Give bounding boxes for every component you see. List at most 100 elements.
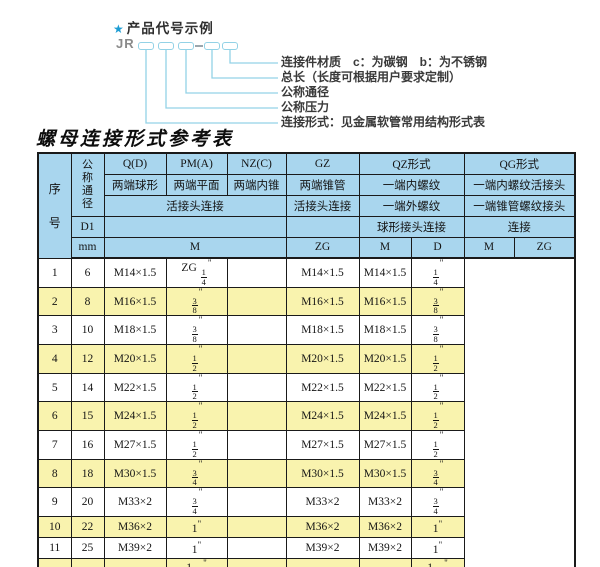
row-dn: 22 — [70, 516, 105, 539]
cell-qz-m — [226, 558, 287, 567]
cell-m: M14×1.5 — [103, 257, 167, 288]
cell-gz: 3 8 " — [165, 286, 228, 317]
row-no: 12 — [37, 558, 72, 567]
cell-qg-zg: 3 4 " — [410, 458, 465, 489]
cell-qg-m: M16×1.5 — [358, 286, 412, 317]
col-header-code-qg: QG形式 — [463, 152, 576, 175]
diagram-title: ★ 产品代号示例 — [113, 17, 214, 37]
col-header-seq: 序 号 — [37, 152, 72, 259]
cell-qz-d: M24×1.5 — [285, 401, 360, 432]
star-icon: ★ — [113, 22, 125, 36]
cell-m: M24×1.5 — [103, 401, 167, 432]
table-title: 螺母连接形式参考表 — [36, 129, 235, 150]
cell-gz: 1 2 " — [165, 372, 228, 403]
cell-gz: 1 2 " — [165, 430, 228, 460]
cell-m: M20×1.5 — [103, 344, 167, 374]
code-box-3 — [178, 42, 194, 50]
row-dn: 12 — [70, 344, 105, 374]
cell-m: M33×2 — [103, 487, 167, 518]
cell-gz: ZG 1 4 " — [165, 257, 228, 288]
header-union-conn: 活接头连接 — [103, 194, 287, 217]
header-unit-mm: mm — [70, 236, 105, 259]
cell-qz-m — [226, 516, 287, 539]
cell-qz-m — [226, 430, 287, 460]
header-unit-qg-m: M — [463, 236, 515, 259]
header-blank-gz — [285, 215, 360, 238]
table-row: 7 16 M27×1.5 1 2 " M27×1.5 M27×1.5 1 2 " — [37, 430, 575, 460]
row-no: 8 — [37, 458, 72, 489]
row-no: 5 — [37, 372, 72, 403]
cell-qg-m: M36×2 — [358, 516, 412, 539]
code-box-4 — [204, 42, 220, 50]
cell-gz: 1" — [165, 516, 228, 539]
callout-connection-form: 连接形式：见金属软管常用结构形式表 — [281, 115, 486, 129]
header-connect-qg: 连接 — [463, 215, 576, 238]
cell-gz: 3 4 " — [165, 487, 228, 518]
cell-qg-m: M20×1.5 — [358, 344, 412, 374]
table-row: 10 22 M36×2 1" M36×2 M36×2 1" — [37, 516, 575, 539]
cell-qz-m — [226, 487, 287, 518]
code-box-2 — [158, 42, 174, 50]
cell-qg-zg: 1 2 " — [410, 372, 465, 403]
cell-qg-zg: 1" — [410, 537, 465, 560]
cell-qg-m: M39×2 — [358, 537, 412, 560]
table-row: 5 14 M22×1.5 1 2 " M22×1.5 M22×1.5 1 2 " — [37, 372, 575, 403]
header-ends-qd: 两端球形 — [103, 173, 167, 196]
header-blank-qpn — [103, 215, 287, 238]
col-header-dn: 公 称 通 径 — [70, 152, 105, 217]
cell-qz-d: M18×1.5 — [285, 315, 360, 346]
col-header-code-pma: PM(A) — [165, 152, 228, 175]
cell-m: M30×1.5 — [103, 458, 167, 489]
row-no: 7 — [37, 430, 72, 460]
cell-qz-d: M45×2 — [285, 558, 360, 567]
cell-qg-m: M18×1.5 — [358, 315, 412, 346]
row-no: 9 — [37, 487, 72, 518]
cell-qz-m — [226, 458, 287, 489]
cell-m: M36×2 — [103, 516, 167, 539]
cell-qg-zg: 3 8 " — [410, 286, 465, 317]
cell-qz-m — [226, 257, 287, 288]
cell-qg-m: M27×1.5 — [358, 430, 412, 460]
header-d1: D1 — [70, 215, 105, 238]
callout-material: 连接件材质 c：为碳钢 b：为不锈钢 — [281, 55, 488, 69]
cell-m: M16×1.5 — [103, 286, 167, 317]
product-code-prefix: JR — [116, 36, 135, 51]
cell-qg-m: M30×1.5 — [358, 458, 412, 489]
cell-m: M18×1.5 — [103, 315, 167, 346]
cell-m: M45×2 — [103, 558, 167, 567]
code-box-1 — [138, 42, 154, 50]
cell-qz-m — [226, 401, 287, 432]
table-row: 3 10 M18×1.5 3 8 " M18×1.5 M18×1.5 3 8 " — [37, 315, 575, 346]
row-dn: 8 — [70, 286, 105, 317]
table-row: 11 25 M39×2 1" M39×2 M39×2 1" — [37, 537, 575, 560]
cell-qg-m: M14×1.5 — [358, 257, 412, 288]
table-row: 9 20 M33×2 3 4 " M33×2 M33×2 3 4 " — [37, 487, 575, 518]
cell-qz-d: M33×2 — [285, 487, 360, 518]
row-no: 1 — [37, 257, 72, 288]
callout-nominal-pressure: 公称压力 — [281, 100, 330, 114]
cell-gz: 3 4 " — [165, 458, 228, 489]
header-ends-pma: 两端平面 — [165, 173, 228, 196]
cell-qg-m: M33×2 — [358, 487, 412, 518]
cell-qz-d: M27×1.5 — [285, 430, 360, 460]
header-ends-qg: 一端内螺纹活接头 — [463, 173, 576, 196]
table-row: 1 6 M14×1.5 ZG 1 4 " M14×1.5 M14×1.5 1 4 " — [37, 257, 575, 288]
header-unit-qz-d: D — [410, 236, 465, 259]
header-ball-joint-qz: 球形接头连接 — [358, 215, 465, 238]
product-code-diagram: ★ 产品代号示例 JR 连接件材质 c：为碳钢 b：为不锈钢 总长（长度可根据用户… — [0, 0, 600, 150]
cell-qz-m — [226, 344, 287, 374]
